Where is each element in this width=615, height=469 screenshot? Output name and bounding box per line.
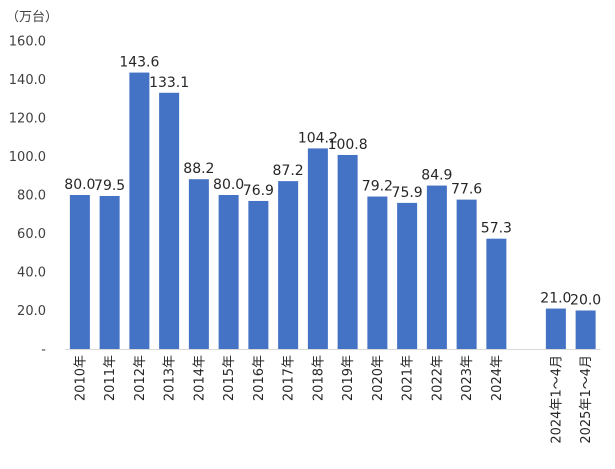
- x-tick-label: 2025年1～4月: [579, 355, 594, 444]
- bar: [456, 199, 477, 349]
- value-label: 84.9: [421, 168, 452, 184]
- value-label: 57.3: [481, 221, 512, 237]
- value-label: 100.8: [328, 137, 368, 153]
- x-tick-label: 2022年: [430, 355, 445, 401]
- bar: [159, 92, 180, 349]
- bar: [218, 195, 239, 349]
- x-tick-label: 2016年: [252, 355, 267, 401]
- y-tick-label: 100.0: [9, 150, 46, 165]
- value-label: 77.6: [451, 182, 482, 198]
- value-label: 80.0: [213, 177, 244, 193]
- y-tick-label: 40.0: [17, 266, 46, 281]
- y-tick-label: 140.0: [9, 73, 46, 88]
- value-label: 104.2: [298, 130, 338, 146]
- value-label: 88.2: [183, 161, 214, 177]
- y-tick-label: -: [41, 343, 46, 358]
- bar: [367, 196, 388, 349]
- x-axis: 2010年 2011年 2012年 2013年 2014年 2015年 2016年 2017年…: [65, 349, 601, 444]
- x-tick-label: 2010年: [73, 355, 88, 401]
- x-tick-label: 2014年: [192, 355, 207, 401]
- bar: [129, 72, 150, 349]
- x-tick-label: 2011年: [103, 355, 118, 401]
- y-tick-label: 20.0: [17, 304, 46, 319]
- value-label: 79.5: [94, 178, 125, 194]
- value-label: 79.2: [362, 179, 393, 195]
- x-tick-label: 2019年: [341, 355, 356, 401]
- x-tick-label: 2017年: [282, 355, 297, 401]
- bar: [545, 308, 566, 349]
- value-label: 20.0: [570, 293, 601, 309]
- bar: [69, 195, 90, 349]
- bar: [188, 179, 209, 349]
- x-tick-label: 2021年: [401, 355, 416, 401]
- x-tick-label: 2020年: [371, 355, 386, 401]
- bar: [248, 200, 269, 349]
- bar: [337, 154, 358, 349]
- x-tick-label: 2015年: [222, 355, 237, 401]
- x-tick-label: 2024年1～4月: [549, 355, 564, 444]
- bar: [397, 202, 418, 349]
- bars: [69, 72, 596, 349]
- bar: [575, 310, 596, 349]
- x-tick-label: 2013年: [163, 355, 178, 401]
- y-unit-label: （万台）: [6, 10, 58, 25]
- bar: [486, 238, 507, 349]
- value-label: 87.2: [273, 163, 304, 179]
- x-tick-label: 2012年: [133, 355, 148, 401]
- value-label: 80.0: [64, 177, 95, 193]
- y-tick-label: 160.0: [9, 35, 46, 50]
- y-tick-label: 60.0: [17, 227, 46, 242]
- x-tick-label: 2023年: [460, 355, 475, 401]
- y-tick-label: 80.0: [17, 189, 46, 204]
- y-tick-label: 120.0: [9, 112, 46, 127]
- bar: [278, 181, 299, 349]
- bar: [426, 185, 447, 349]
- value-label: 76.9: [243, 183, 274, 199]
- x-tick-label: 2024年: [490, 355, 505, 401]
- value-label: 143.6: [119, 55, 159, 71]
- value-label: 75.9: [392, 185, 423, 201]
- bar: [99, 195, 120, 349]
- y-axis: - 20.0 40.0 60.0 80.0 100.0 120.0 140.0 160.0: [9, 35, 47, 358]
- x-tick-label: 2018年: [311, 355, 326, 401]
- value-label: 21.0: [540, 291, 571, 307]
- value-label: 133.1: [149, 75, 189, 91]
- bar: [307, 148, 328, 349]
- value-labels: 80.079.5143.6133.188.280.076.987.2104.21…: [64, 55, 601, 309]
